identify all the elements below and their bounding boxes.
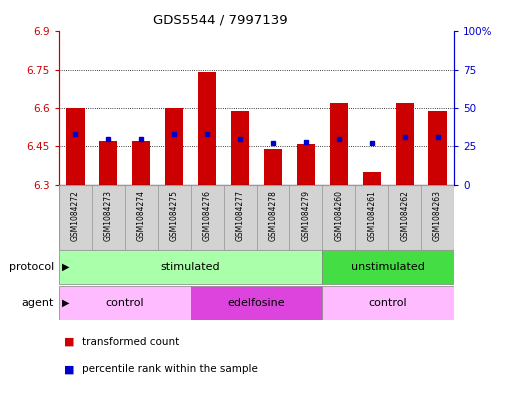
Bar: [322, 250, 454, 284]
Text: ■: ■: [64, 364, 74, 375]
Text: GSM1084272: GSM1084272: [71, 190, 80, 241]
Bar: [191, 185, 224, 250]
Text: GSM1084273: GSM1084273: [104, 190, 113, 241]
Bar: [59, 250, 322, 284]
Bar: [363, 172, 381, 185]
Text: GDS5544 / 7997139: GDS5544 / 7997139: [153, 14, 288, 27]
Bar: [198, 72, 216, 185]
Bar: [322, 286, 454, 320]
Text: GSM1084277: GSM1084277: [235, 190, 245, 241]
Bar: [297, 144, 315, 185]
Bar: [92, 185, 125, 250]
Text: GSM1084276: GSM1084276: [203, 190, 212, 241]
Text: GSM1084261: GSM1084261: [367, 190, 376, 241]
Bar: [428, 111, 447, 185]
Bar: [191, 286, 322, 320]
Bar: [289, 185, 322, 250]
Bar: [421, 185, 454, 250]
Bar: [396, 103, 413, 185]
Bar: [158, 185, 191, 250]
Text: ■: ■: [64, 337, 74, 347]
Text: GSM1084279: GSM1084279: [301, 190, 310, 241]
Bar: [256, 185, 289, 250]
Text: stimulated: stimulated: [161, 262, 221, 272]
Text: unstimulated: unstimulated: [351, 262, 425, 272]
Text: ▶: ▶: [62, 298, 69, 308]
Text: GSM1084263: GSM1084263: [433, 190, 442, 241]
Text: GSM1084262: GSM1084262: [400, 190, 409, 241]
Bar: [355, 185, 388, 250]
Bar: [330, 103, 348, 185]
Bar: [125, 185, 158, 250]
Bar: [388, 185, 421, 250]
Bar: [264, 149, 282, 185]
Bar: [132, 141, 150, 185]
Bar: [322, 185, 355, 250]
Bar: [59, 185, 92, 250]
Text: protocol: protocol: [9, 262, 54, 272]
Bar: [59, 286, 191, 320]
Bar: [231, 111, 249, 185]
Text: percentile rank within the sample: percentile rank within the sample: [82, 364, 258, 375]
Bar: [165, 108, 183, 185]
Text: GSM1084275: GSM1084275: [170, 190, 179, 241]
Text: GSM1084278: GSM1084278: [268, 190, 278, 241]
Text: ▶: ▶: [62, 262, 69, 272]
Text: GSM1084274: GSM1084274: [137, 190, 146, 241]
Bar: [66, 108, 85, 185]
Text: control: control: [369, 298, 407, 308]
Bar: [224, 185, 256, 250]
Text: transformed count: transformed count: [82, 337, 180, 347]
Text: GSM1084260: GSM1084260: [334, 190, 343, 241]
Bar: [100, 141, 117, 185]
Text: edelfosine: edelfosine: [228, 298, 285, 308]
Text: control: control: [106, 298, 144, 308]
Text: agent: agent: [22, 298, 54, 308]
